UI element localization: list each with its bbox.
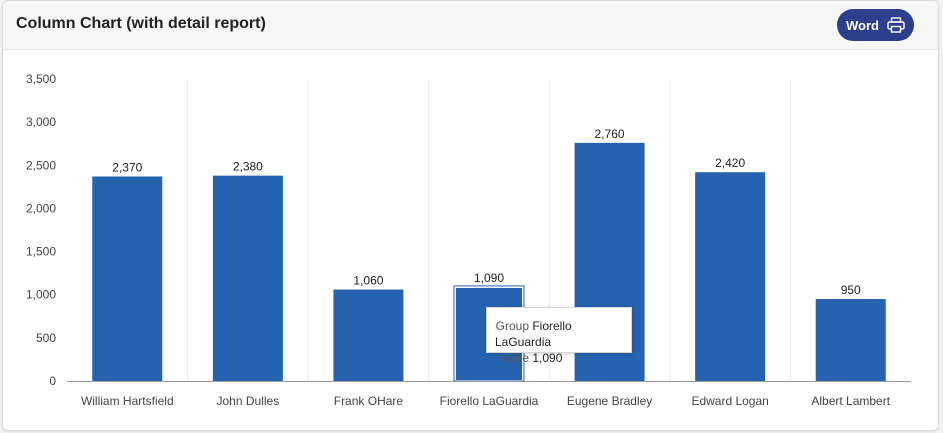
- x-tick-label: John Dulles: [217, 394, 280, 408]
- data-label: 2,420: [715, 156, 745, 170]
- data-label: 2,370: [112, 161, 142, 175]
- y-tick-label: 3,000: [26, 115, 56, 129]
- x-tick-label: Eugene Bradley: [567, 394, 652, 408]
- y-tick-label: 1,500: [26, 245, 56, 259]
- data-label: 2,760: [595, 127, 625, 141]
- chart-title: Column Chart (with detail report): [16, 15, 266, 32]
- word-button-label: Word: [846, 17, 879, 33]
- printer-icon: [887, 17, 905, 33]
- tooltip-group-value: Fiorello LaGuardia: [495, 319, 572, 349]
- x-tick-label: Edward Logan: [691, 394, 768, 408]
- x-tick-label: William Hartsfield: [81, 394, 174, 408]
- bar[interactable]: [92, 176, 163, 381]
- bar[interactable]: [333, 289, 404, 381]
- data-label: 1,060: [353, 274, 383, 288]
- card-header: Column Chart (with detail report) Word: [3, 1, 938, 50]
- x-tick-label: Albert Lambert: [811, 394, 890, 408]
- data-label: 1,090: [474, 271, 504, 285]
- word-export-button[interactable]: Word: [837, 9, 914, 41]
- y-tick-label: 0: [49, 374, 56, 388]
- y-tick-label: 3,500: [26, 72, 56, 86]
- tooltip-value-value: 1,090: [532, 351, 563, 365]
- bar[interactable]: [815, 299, 886, 381]
- tooltip-group-label: Group: [495, 319, 529, 333]
- bar[interactable]: [695, 172, 766, 381]
- y-tick-label: 2,000: [26, 201, 56, 215]
- x-tick-label: Frank OHare: [334, 394, 404, 408]
- y-tick-label: 1,000: [26, 288, 56, 302]
- x-tick-label: Fiorello LaGuardia: [440, 394, 539, 408]
- bar[interactable]: [212, 175, 283, 381]
- tooltip-value-label: Value: [499, 351, 529, 365]
- chart-tooltip: Group Fiorello LaGuardia Value 1,090: [486, 307, 632, 365]
- data-label: 950: [841, 283, 861, 297]
- y-tick-label: 500: [36, 331, 56, 345]
- y-tick-label: 2,500: [26, 158, 56, 172]
- data-label: 2,380: [233, 160, 263, 174]
